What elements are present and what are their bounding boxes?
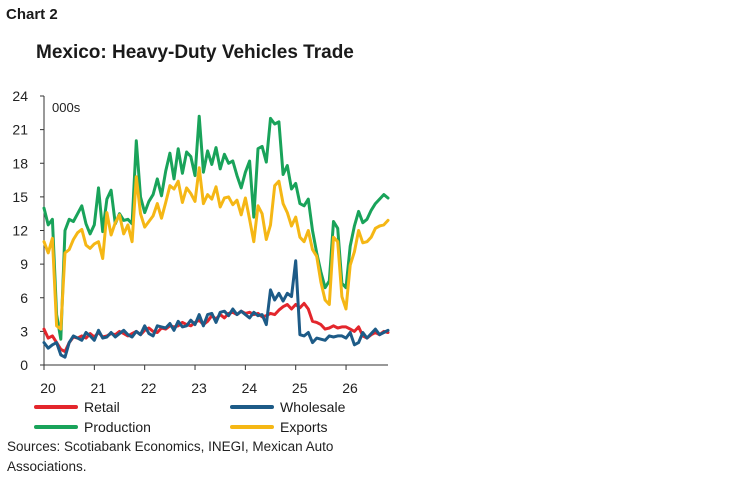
y-tick-label: 24: [12, 88, 28, 104]
legend: Retail Wholesale Production Exports: [34, 398, 394, 436]
legend-label-exports: Exports: [280, 419, 328, 435]
y-tick-label: 9: [20, 256, 28, 272]
legend-swatch-production: [34, 425, 78, 429]
y-tick-label: 3: [20, 323, 28, 339]
chart-title: Mexico: Heavy-Duty Vehicles Trade: [36, 42, 354, 63]
y-tick-label: 15: [12, 189, 28, 205]
series-line-retail: [42, 301, 390, 354]
source-note: Sources: Scotiabank Economics, INEGI, Me…: [7, 439, 334, 474]
legend-swatch-retail: [34, 405, 78, 409]
y-tick-label: 6: [20, 290, 28, 306]
legend-swatch-wholesale: [230, 405, 274, 409]
legend-item-production: Production: [34, 418, 230, 436]
x-tick-label: 21: [91, 380, 107, 396]
legend-swatch-exports: [230, 425, 274, 429]
y-tick-label: 12: [12, 223, 28, 239]
x-tick-label: 26: [342, 380, 358, 396]
y-tick-label: 0: [20, 357, 28, 373]
series-line-wholesale: [42, 259, 390, 359]
x-tick-label: 25: [292, 380, 308, 396]
axes: 0 3 6 9 12 15 18 21 24 20 21 22 23 24 25 26: [12, 88, 388, 396]
legend-label-production: Production: [84, 419, 151, 435]
x-tick-label: 23: [191, 380, 207, 396]
unit-label: 000s: [52, 100, 81, 115]
legend-label-wholesale: Wholesale: [280, 399, 346, 415]
series-line-production: [42, 114, 390, 341]
legend-item-wholesale: Wholesale: [230, 398, 394, 416]
chart-label: Chart 2: [6, 6, 58, 23]
series-line-exports: [42, 166, 390, 331]
x-tick-label: 20: [40, 380, 56, 396]
x-tick-label: 22: [141, 380, 157, 396]
series-layer: [42, 114, 390, 359]
x-tick-label: 24: [242, 380, 258, 396]
y-tick-label: 21: [12, 122, 28, 138]
legend-item-retail: Retail: [34, 398, 230, 416]
y-tick-label: 18: [12, 155, 28, 171]
legend-item-exports: Exports: [230, 418, 394, 436]
legend-label-retail: Retail: [84, 399, 120, 415]
